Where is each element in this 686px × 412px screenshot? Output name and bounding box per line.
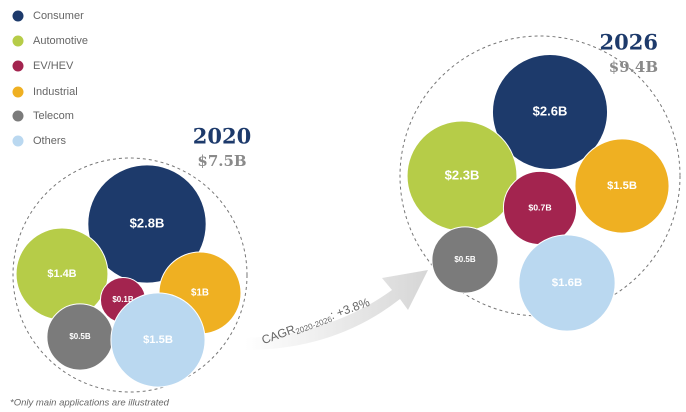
bubble-label: $2.3B xyxy=(445,167,480,182)
legend-swatch xyxy=(12,110,24,122)
bubble xyxy=(491,53,609,171)
legend-label: Others xyxy=(33,135,67,147)
bubble-label: $0.5B xyxy=(69,332,91,341)
bubble xyxy=(87,164,207,284)
bubble-label: $2.8B xyxy=(130,215,165,230)
legend-label: Telecom xyxy=(33,110,74,122)
bubble-label: $0.1B xyxy=(112,295,134,304)
group-title: 2026 xyxy=(600,30,658,55)
growth-arrow xyxy=(245,270,428,350)
group-total: $9.4B xyxy=(609,58,658,76)
group-outline xyxy=(12,157,248,393)
legend-label: Consumer xyxy=(33,10,84,22)
legend-swatch xyxy=(12,10,24,22)
footnote: *Only main applications are illustrated xyxy=(10,398,170,409)
bubble-label: $1B xyxy=(191,288,209,299)
bubble-label: $1.5B xyxy=(607,180,637,192)
group-outline xyxy=(399,35,681,317)
bubble-label: $1.4B xyxy=(47,268,76,280)
bubble xyxy=(110,292,206,388)
bubble xyxy=(431,226,499,294)
bubble-label: $0.7B xyxy=(528,202,551,212)
bubble xyxy=(574,138,670,234)
group-total: $7.5B xyxy=(197,152,246,170)
legend-label: EV/HEV xyxy=(33,60,74,72)
legend-swatch xyxy=(12,86,24,98)
legend-swatch xyxy=(12,60,24,72)
group-title: 2020 xyxy=(193,124,251,149)
bubble-label: $1.6B xyxy=(552,277,583,289)
legend-label: Automotive xyxy=(33,35,88,47)
bubble-label: $1.5B xyxy=(143,334,173,346)
legend-swatch xyxy=(12,35,24,47)
bubble-label: $0.5B xyxy=(454,255,476,264)
bubble-label: $2.6B xyxy=(533,103,568,118)
bubble xyxy=(518,234,616,332)
legend-label: Industrial xyxy=(33,86,78,98)
legend-swatch xyxy=(12,135,24,147)
